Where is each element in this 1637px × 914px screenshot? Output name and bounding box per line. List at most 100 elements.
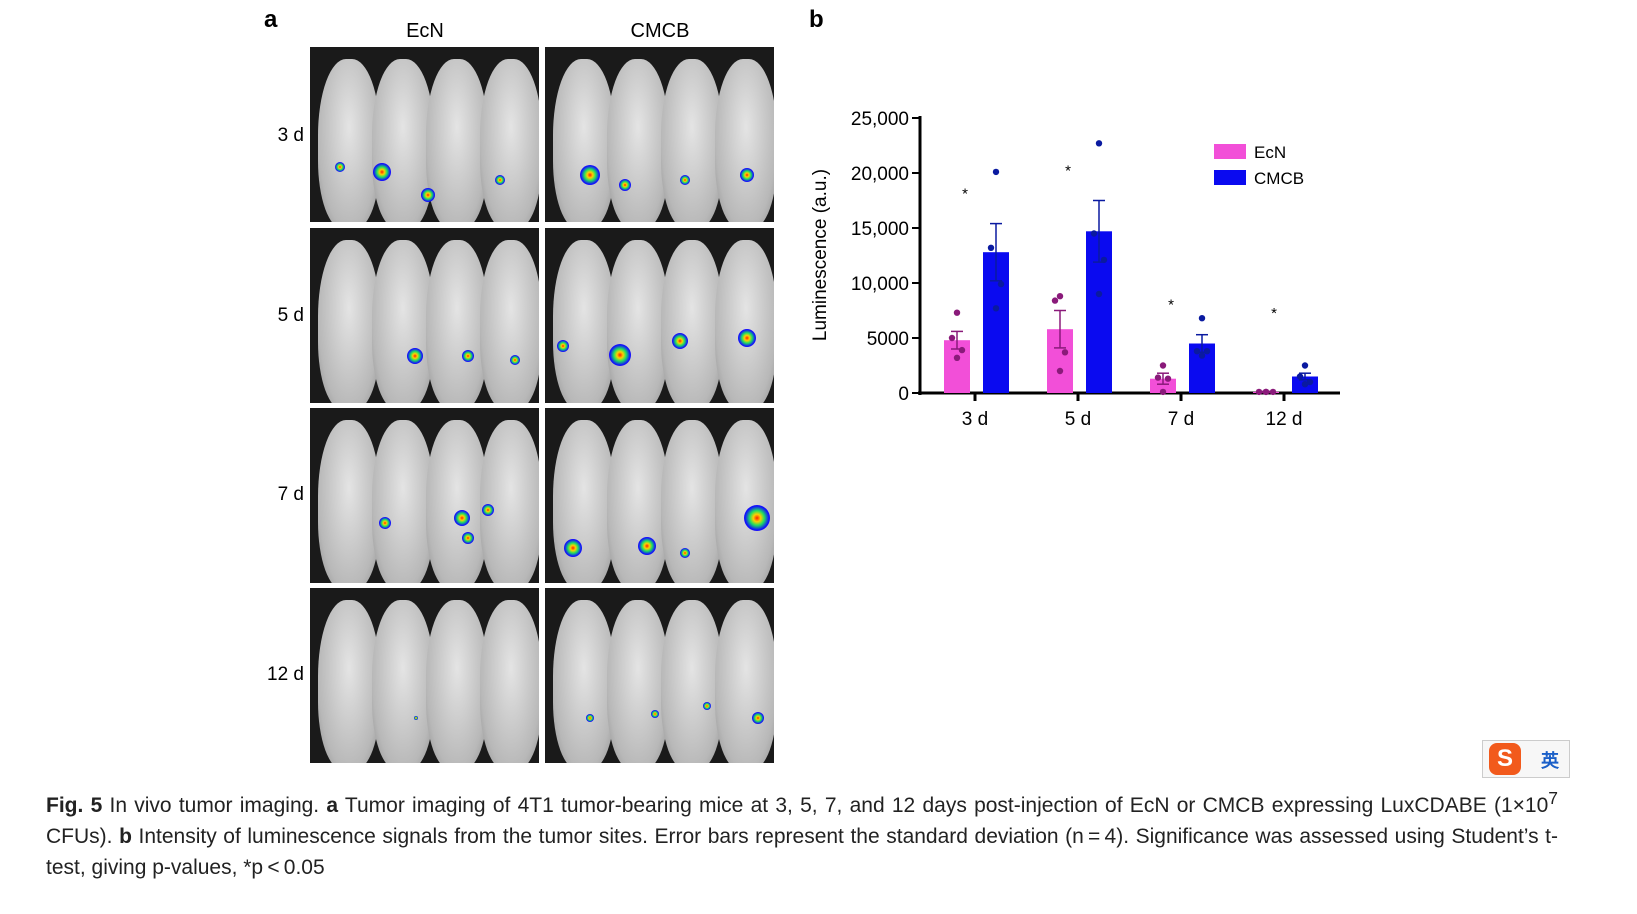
caption-a: a bbox=[326, 794, 339, 817]
mouse-image-panel bbox=[545, 228, 774, 403]
data-point bbox=[992, 168, 1000, 176]
row-header: 3 d bbox=[277, 125, 304, 146]
luminescence-signal bbox=[564, 539, 582, 557]
mouse bbox=[372, 420, 434, 583]
mouse bbox=[661, 59, 723, 222]
x-tick-label: 3 d bbox=[962, 409, 988, 430]
column-header-ecn: EcN bbox=[406, 20, 444, 42]
mouse bbox=[661, 600, 723, 763]
bar-ecn bbox=[1150, 378, 1176, 393]
data-point bbox=[1051, 297, 1059, 304]
luminescence-signal bbox=[680, 548, 690, 558]
y-tick-label: 5000 bbox=[867, 329, 909, 350]
significance-marker: * bbox=[1271, 305, 1277, 322]
mouse bbox=[553, 420, 615, 583]
caption-fig-label: Fig. 5 bbox=[46, 794, 103, 817]
luminescence-signal bbox=[740, 168, 754, 182]
caption-b-text: Intensity of luminescence signals from t… bbox=[46, 825, 1559, 879]
y-tick-label: 20,000 bbox=[851, 164, 909, 185]
data-point bbox=[1095, 290, 1103, 298]
ime-language-toggle[interactable]: 英 bbox=[1541, 751, 1559, 771]
luminescence-signal bbox=[510, 355, 520, 365]
luminescence-signal bbox=[462, 532, 474, 544]
luminescence-signal bbox=[379, 517, 391, 529]
significance-marker: * bbox=[962, 186, 968, 203]
data-point bbox=[1262, 388, 1270, 396]
caption-title: In vivo tumor imaging. bbox=[102, 794, 327, 817]
luminescence-signal bbox=[373, 163, 391, 181]
mouse bbox=[553, 59, 615, 222]
x-tick-label: 12 d bbox=[1266, 409, 1303, 430]
mouse bbox=[607, 600, 669, 763]
mouse bbox=[318, 600, 380, 763]
legend-swatch bbox=[1214, 170, 1246, 185]
luminescence-signal bbox=[638, 537, 656, 555]
luminescence-signal bbox=[454, 510, 470, 526]
mouse bbox=[372, 600, 434, 763]
data-point bbox=[1269, 388, 1277, 396]
data-point bbox=[1255, 388, 1263, 396]
data-point bbox=[1154, 374, 1162, 381]
mouse-image-panel bbox=[545, 408, 774, 583]
mouse-image-panel bbox=[310, 408, 539, 583]
luminescence-signal bbox=[752, 712, 764, 724]
sogou-logo-icon[interactable]: S bbox=[1489, 743, 1521, 775]
y-axis-label: Luminescence (a.u.) bbox=[810, 169, 831, 341]
data-point bbox=[948, 334, 956, 342]
mouse bbox=[715, 420, 774, 583]
mouse bbox=[715, 600, 774, 763]
mouse bbox=[480, 600, 539, 763]
mouse bbox=[372, 240, 434, 403]
caption-sup: 7 bbox=[1548, 788, 1558, 808]
data-point bbox=[1306, 378, 1314, 386]
mouse bbox=[715, 240, 774, 403]
luminescence-signal bbox=[586, 714, 594, 722]
data-point bbox=[1198, 315, 1206, 322]
y-tick-label: 25,000 bbox=[851, 109, 909, 130]
mouse bbox=[480, 420, 539, 583]
x-tick-label: 5 d bbox=[1065, 409, 1091, 430]
luminescence-signal bbox=[335, 162, 345, 172]
data-point bbox=[1164, 375, 1172, 382]
luminescence-signal bbox=[738, 329, 756, 347]
data-point bbox=[987, 244, 995, 251]
y-tick-label: 10,000 bbox=[851, 274, 909, 295]
mouse bbox=[607, 420, 669, 583]
luminescence-signal bbox=[462, 350, 474, 362]
luminescence-signal bbox=[609, 344, 631, 366]
luminescence-signal bbox=[619, 179, 631, 191]
figure-caption: Fig. 5 In vivo tumor imaging. a Tumor im… bbox=[46, 783, 1558, 883]
data-point bbox=[1056, 367, 1064, 375]
y-tick-label: 15,000 bbox=[851, 219, 909, 240]
mouse bbox=[318, 420, 380, 583]
panel-b-label: b bbox=[809, 6, 824, 33]
mouse bbox=[607, 59, 669, 222]
significance-marker: * bbox=[1065, 163, 1071, 180]
mouse bbox=[426, 600, 488, 763]
luminescence-signal bbox=[421, 188, 435, 202]
mouse-image-panel bbox=[310, 588, 539, 763]
data-point bbox=[1159, 362, 1167, 369]
data-point bbox=[1198, 352, 1206, 359]
data-point bbox=[1100, 256, 1108, 264]
mouse bbox=[426, 420, 488, 583]
data-point bbox=[997, 280, 1005, 288]
mouse bbox=[480, 59, 539, 222]
column-header-cmcb: CMCB bbox=[630, 20, 690, 42]
data-point bbox=[953, 309, 961, 316]
legend-label: CMCB bbox=[1254, 169, 1304, 188]
mouse bbox=[318, 59, 380, 222]
mouse bbox=[553, 600, 615, 763]
panel-a-label: a bbox=[264, 6, 278, 33]
data-point bbox=[992, 305, 1000, 312]
y-tick-label: 0 bbox=[898, 384, 909, 405]
significance-marker: * bbox=[1168, 297, 1174, 314]
luminescence-signal bbox=[744, 505, 770, 531]
luminescence-signal bbox=[407, 348, 423, 364]
data-point bbox=[1301, 362, 1309, 369]
luminescence-signal bbox=[495, 175, 505, 185]
luminescence-signal bbox=[672, 333, 688, 349]
ime-toolbar[interactable]: S 英 bbox=[1482, 740, 1570, 778]
legend-swatch bbox=[1214, 144, 1246, 159]
